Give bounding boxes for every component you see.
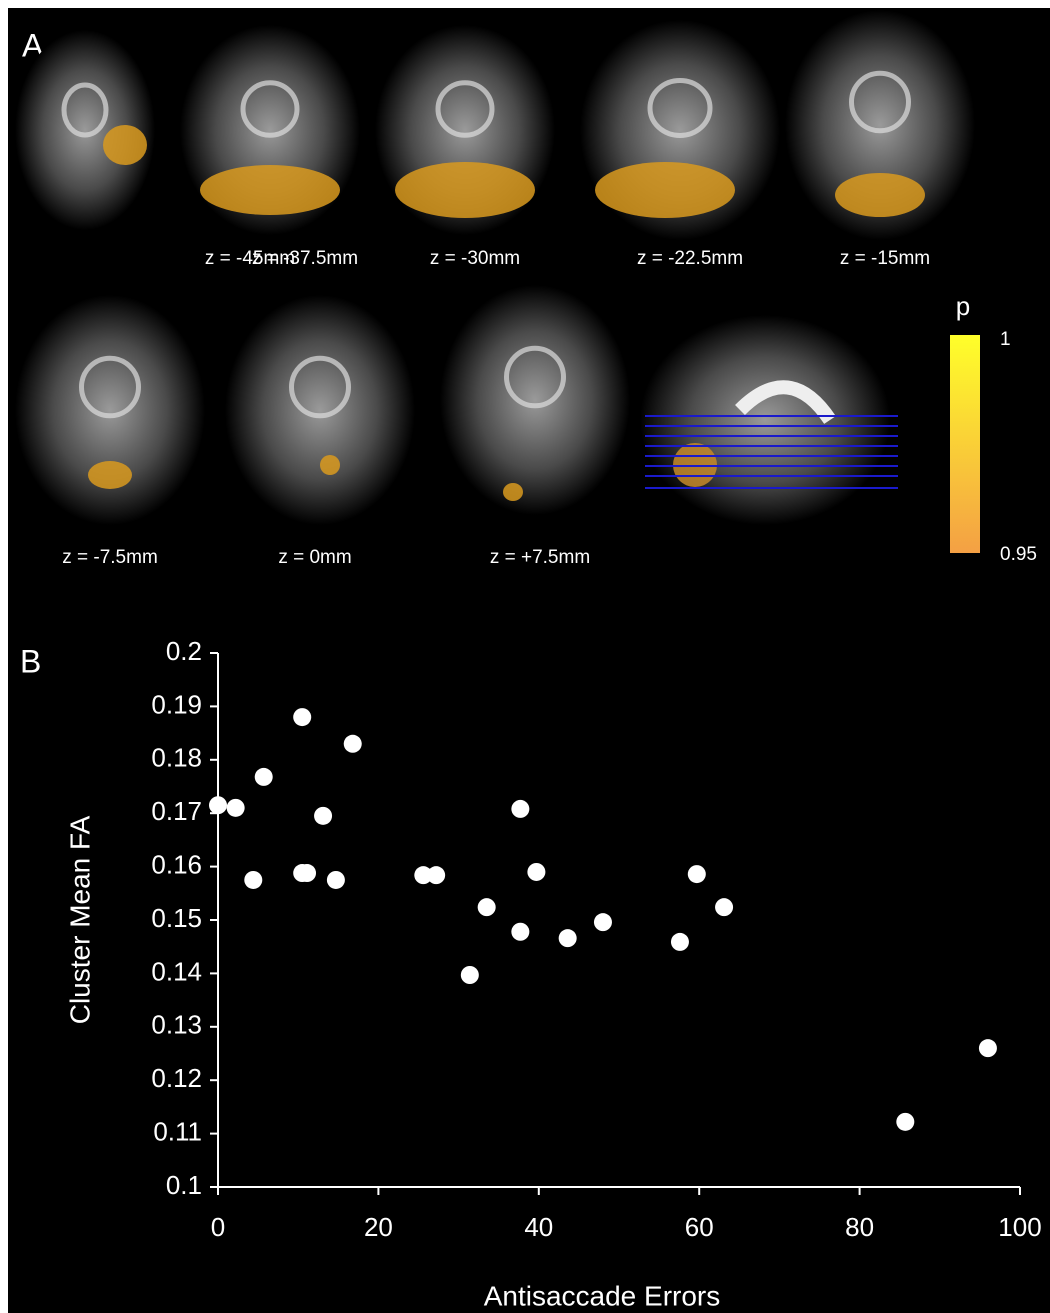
scatter-point	[896, 1113, 914, 1131]
scatter-point	[461, 966, 479, 984]
scatter-point	[688, 865, 706, 883]
brain-sagittal	[640, 315, 890, 525]
colorbar-tick-label: 1	[1000, 329, 1011, 350]
brain-axial	[225, 295, 415, 525]
scatter-point	[255, 768, 273, 786]
cluster-overlay	[395, 162, 535, 218]
y-tick-label: 0.17	[151, 796, 202, 826]
cluster-overlay	[503, 483, 523, 501]
scatter-point	[327, 871, 345, 889]
brain-axial	[15, 295, 205, 525]
y-tick-label: 0.19	[151, 689, 202, 719]
slice-label: z = -15mm	[840, 248, 930, 269]
x-tick-label: 40	[524, 1212, 553, 1242]
y-tick-label: 0.2	[166, 636, 202, 666]
scatter-point	[209, 796, 227, 814]
slice-label: z = -7.5mm	[62, 547, 158, 568]
cluster-overlay	[103, 125, 147, 165]
scatter-point	[293, 708, 311, 726]
scatter-point	[244, 871, 262, 889]
scatter-point	[979, 1039, 997, 1057]
scatter-point	[478, 898, 496, 916]
scatter-point	[427, 866, 445, 884]
scatter-point	[314, 807, 332, 825]
cluster-overlay	[320, 455, 340, 475]
y-tick-label: 0.16	[151, 849, 202, 879]
y-tick-label: 0.15	[151, 903, 202, 933]
cluster-overlay	[200, 165, 340, 215]
panel-label: B	[20, 643, 41, 679]
cluster-overlay	[595, 162, 735, 218]
scatter-point	[671, 933, 689, 951]
scatter-point	[715, 898, 733, 916]
y-tick-label: 0.12	[151, 1063, 202, 1093]
brain-axial	[440, 285, 630, 515]
scatter-point	[227, 799, 245, 817]
x-tick-label: 80	[845, 1212, 874, 1242]
y-tick-label: 0.18	[151, 743, 202, 773]
x-tick-label: 60	[685, 1212, 714, 1242]
scatter-point	[511, 923, 529, 941]
cluster-overlay	[835, 173, 925, 217]
x-tick-label: 100	[998, 1212, 1041, 1242]
slice-label: z = +7.5mm	[490, 547, 590, 568]
colorbar-tick-label: 0.95	[1000, 544, 1037, 565]
colorbar-title: p	[956, 291, 970, 321]
y-tick-label: 0.13	[151, 1010, 202, 1040]
x-tick-label: 20	[364, 1212, 393, 1242]
y-tick-label: 0.1	[166, 1170, 202, 1200]
scatter-point	[527, 863, 545, 881]
slice-label: z = -30mm	[430, 248, 520, 269]
scatter-point	[344, 735, 362, 753]
cluster-overlay	[88, 461, 132, 489]
slice-label: z = -22.5mm	[637, 248, 743, 269]
y-axis-title: Cluster Mean FA	[64, 815, 95, 1024]
figure: A B Antisaccade Errors Cluster Mean FA p…	[0, 0, 1050, 1313]
colorbar	[950, 335, 980, 553]
y-tick-label: 0.11	[153, 1116, 202, 1146]
scatter-point	[298, 864, 316, 882]
scatter-point	[559, 929, 577, 947]
scatter-point	[594, 913, 612, 931]
y-tick-label: 0.14	[151, 956, 202, 986]
scatter-point	[511, 800, 529, 818]
x-axis-title: Antisaccade Errors	[484, 1280, 721, 1311]
slice-label: z = 0mm	[278, 547, 351, 568]
slice-label: z = -37.5mm	[252, 248, 358, 269]
x-tick-label: 0	[211, 1212, 225, 1242]
